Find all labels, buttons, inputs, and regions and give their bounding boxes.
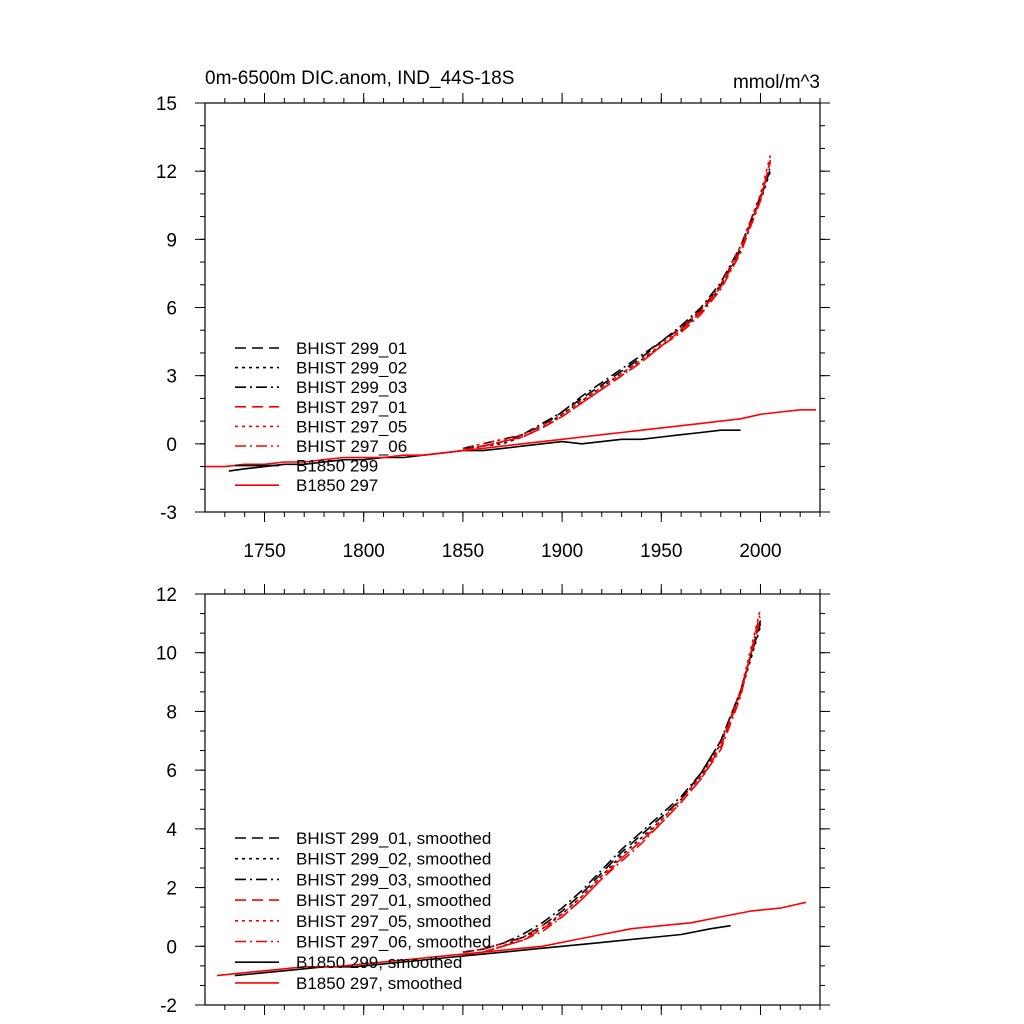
chart0-series-line-4 [462, 155, 772, 450]
chart1-series-line-7 [216, 901, 807, 977]
chart1-legend-label-4: BHIST 297_05, smoothed [296, 912, 491, 931]
chart1-y-tick-label: 2 [166, 879, 177, 900]
chart0-series-line-5 [462, 159, 772, 452]
chart0-legend-label-7: B1850 297 [296, 476, 378, 495]
chart0-y-tick-label: 9 [166, 230, 177, 251]
chart0-series-line-1 [462, 170, 772, 452]
chart0-series-line-0 [462, 168, 772, 450]
chart0-legend-label-0: BHIST 299_01 [296, 339, 407, 358]
chart1-plot-frame [204, 593, 821, 1006]
units-label: mmol/m^3 [733, 72, 820, 93]
chart1-series-line-2 [462, 620, 762, 953]
chart0-series-line-3 [462, 161, 772, 452]
chart1-series-line-0 [462, 623, 762, 953]
chart1-legend-label-2: BHIST 299_03, smoothed [296, 870, 491, 889]
chart1-legend-label-0: BHIST 299_01, smoothed [296, 829, 491, 848]
chart0-series-line-7 [205, 408, 816, 468]
chart1-series-line-4 [462, 608, 762, 953]
chart1-legend-label-6: B1850 299, smoothed [296, 953, 462, 972]
chart1-y-tick-label: 6 [166, 761, 177, 782]
chart1-series-line-5 [462, 611, 762, 956]
chart1-legend-label-7: B1850 297, smoothed [296, 974, 462, 993]
chart0-x-tick-label: 1950 [640, 541, 682, 562]
chart0-legend-label-2: BHIST 299_03 [296, 378, 407, 397]
chart0-x-tick-label: 2000 [739, 541, 781, 562]
chart1-y-tick-label: 12 [156, 585, 177, 606]
chart0-legend-label-6: B1850 299 [296, 457, 378, 476]
chart1-series-line-3 [462, 617, 762, 956]
chart0-legend-label-1: BHIST 299_02 [296, 359, 407, 378]
chart0-x-tick-label: 1850 [442, 541, 484, 562]
chart1-y-tick-label: 10 [156, 644, 177, 665]
chart0-x-tick-label: 1900 [541, 541, 583, 562]
chart1-y-tick-label: -2 [160, 996, 177, 1017]
chart1-y-tick-label: 0 [166, 937, 177, 958]
chart1-legend-label-5: BHIST 297_06, smoothed [296, 933, 491, 952]
chart1-legend-label-1: BHIST 299_02, smoothed [296, 850, 491, 869]
chart0-series-line-2 [462, 166, 772, 450]
chart0-x-tick-label: 1750 [243, 541, 285, 562]
chart1-series-line-1 [462, 626, 762, 956]
chart1-series-group [216, 608, 807, 977]
chart0-series-line-6 [228, 429, 741, 472]
chart1-y-tick-label: 4 [166, 820, 177, 841]
chart1-y-tick-label: 8 [166, 702, 177, 723]
chart1-legend-label-3: BHIST 297_01, smoothed [296, 891, 491, 910]
chart0-y-tick-label: 15 [156, 94, 177, 115]
top-panel: -3 0 3 6 9 12 15 1750 1800 1850 1900 1950 2000 BHIST … [156, 93, 830, 562]
chart0-y-tick-label: 6 [166, 299, 177, 320]
chart0-series-group [205, 155, 816, 472]
chart0-legend-label-4: BHIST 297_05 [296, 417, 407, 436]
chart0-legend-label-5: BHIST 297_06 [296, 437, 407, 456]
chart0-y-tick-label: -3 [160, 503, 177, 524]
chart0-y-tick-label: 3 [166, 367, 177, 388]
chart-title: 0m-6500m DIC.anom, IND_44S-18S [205, 68, 514, 89]
chart0-legend-label-3: BHIST 297_01 [296, 398, 407, 417]
chart0-y-tick-label: 0 [166, 435, 177, 456]
bottom-panel: -2 0 2 4 6 8 10 12 BHIST 299_01, smoothed BHIST 2… [156, 584, 830, 1017]
chart0-y-tick-label: 12 [156, 162, 177, 183]
chart0-x-tick-label: 1800 [343, 541, 385, 562]
